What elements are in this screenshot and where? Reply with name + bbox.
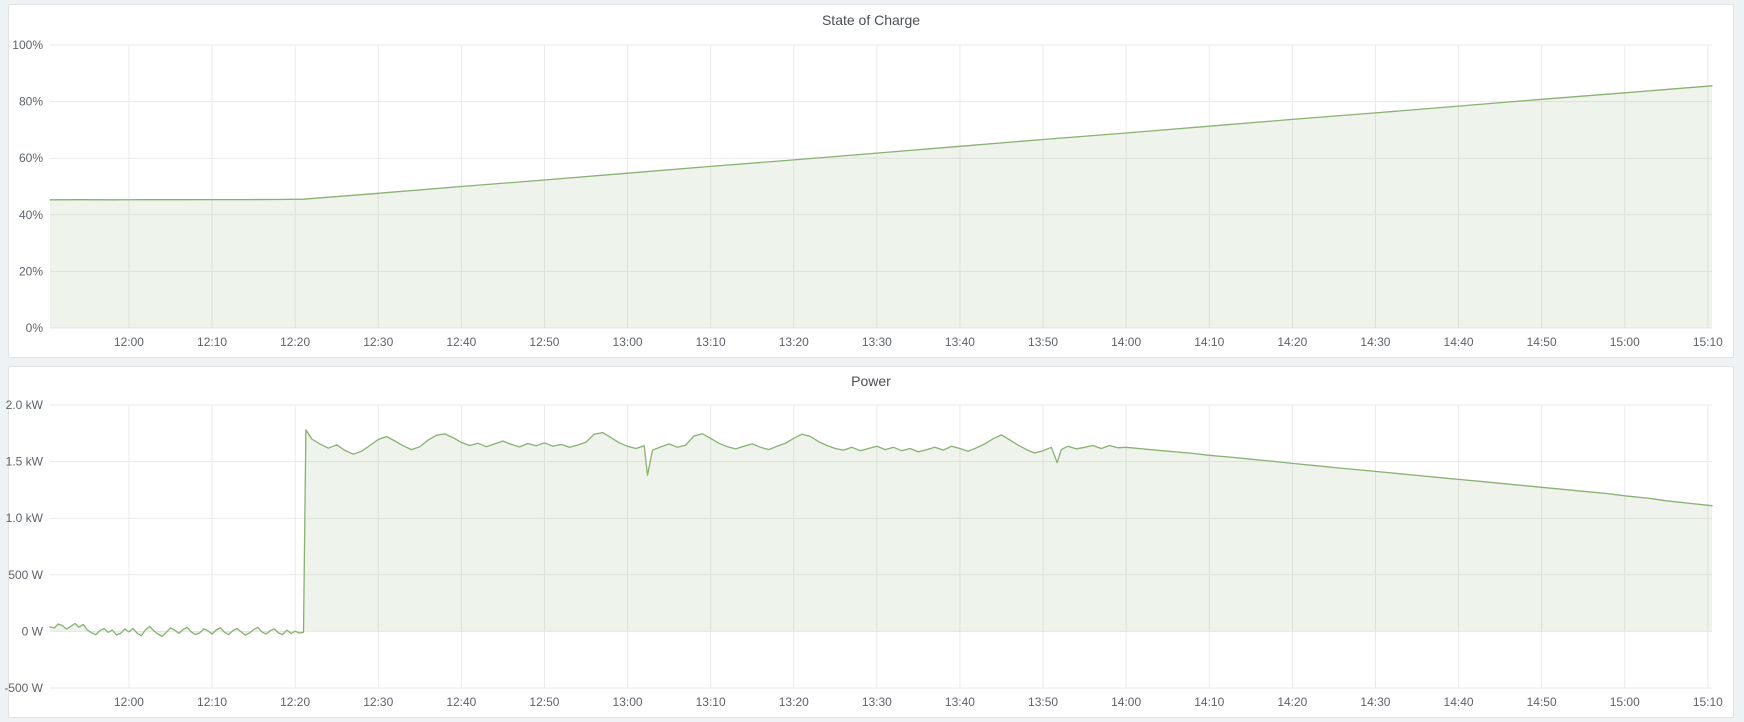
x-tick-label: 13:00 [613,335,643,349]
y-tick-label: 80% [19,95,43,109]
x-tick-label: 13:40 [945,335,975,349]
x-tick-label: 12:10 [197,695,227,709]
series-line [49,85,1713,201]
y-tick-label: 20% [19,264,43,278]
x-tick-label: 12:50 [529,695,559,709]
power-chart-area: 2.0 kW 1.5 kW 1.0 kW 500 W 0 W -500 W 12:00 12:… [4,395,1735,717]
y-tick-label: 1.5 kW [6,455,44,469]
x-tick-label: 12:50 [529,335,559,349]
x-tick-label: 15:00 [1610,695,1640,709]
x-tick-label: 14:30 [1360,695,1390,709]
x-tick-label: 14:50 [1527,695,1557,709]
y-tick-label: 2.0 kW [6,398,44,412]
x-tick-label: 12:00 [114,335,144,349]
x-tick-label: 12:10 [197,335,227,349]
x-tick-label: 14:00 [1111,335,1141,349]
panel-state-of-charge: State of Charge 100% 80% 60% 40% 20% 0% 12:00 1… [8,4,1734,358]
panel-title-state-of-charge[interactable]: State of Charge [821,12,921,28]
panel-title-power[interactable]: Power [851,373,891,389]
y-tick-label: 500 W [8,568,43,582]
x-tick-label: 13:40 [945,695,975,709]
y-tick-label: -500 W [4,681,43,695]
x-tick-label: 12:20 [280,335,310,349]
power-chart[interactable]: 2.0 kW 1.5 kW 1.0 kW 500 W 0 W -500 W 12:00 12:… [4,395,1735,717]
y-tick-label: 1.0 kW [6,511,44,525]
x-tick-label: 13:10 [696,335,726,349]
x-tick-label: 14:20 [1277,695,1307,709]
y-tick-label: 60% [19,151,43,165]
x-tick-label: 14:00 [1111,695,1141,709]
x-tick-label: 13:50 [1028,335,1058,349]
x-tick-label: 15:00 [1610,335,1640,349]
series-line [49,429,1713,638]
soc-chart-area: 100% 80% 60% 40% 20% 0% 12:00 12:10 12:20 12:30 12… [9,35,1733,357]
x-tick-label: 12:40 [446,695,476,709]
x-tick-label: 14:40 [1444,335,1474,349]
x-tick-label: 12:40 [446,335,476,349]
x-tick-label: 12:30 [363,335,393,349]
x-tick-label: 12:00 [114,695,144,709]
y-tick-label: 0 W [22,624,44,638]
y-tick-label: 100% [12,38,43,52]
x-tick-label: 14:20 [1277,335,1307,349]
series-fill [50,429,1712,637]
x-tick-label: 13:30 [862,695,892,709]
x-tick-label: 13:10 [696,695,726,709]
x-tick-label: 14:10 [1194,695,1224,709]
x-tick-label: 13:30 [862,335,892,349]
x-tick-label: 12:20 [280,695,310,709]
series-fill [50,85,1712,328]
x-tick-label: 12:30 [363,695,393,709]
y-tick-label: 40% [19,208,43,222]
x-tick-label: 13:20 [779,695,809,709]
x-tick-label: 15:10 [1693,335,1723,349]
soc-chart[interactable]: 100% 80% 60% 40% 20% 0% 12:00 12:10 12:20 12:30 12… [9,35,1735,357]
x-tick-label: 13:50 [1028,695,1058,709]
x-tick-label: 13:00 [613,695,643,709]
x-tick-label: 14:40 [1444,695,1474,709]
panel-power: Power 2.0 kW 1.5 kW 1.0 kW 500 W 0 W -500 W 12… [4,366,1735,718]
x-tick-label: 13:20 [779,335,809,349]
x-tick-label: 14:50 [1527,335,1557,349]
y-tick-label: 0% [26,321,44,335]
x-tick-label: 15:10 [1693,695,1723,709]
x-tick-label: 14:10 [1194,335,1224,349]
x-tick-label: 14:30 [1360,335,1390,349]
